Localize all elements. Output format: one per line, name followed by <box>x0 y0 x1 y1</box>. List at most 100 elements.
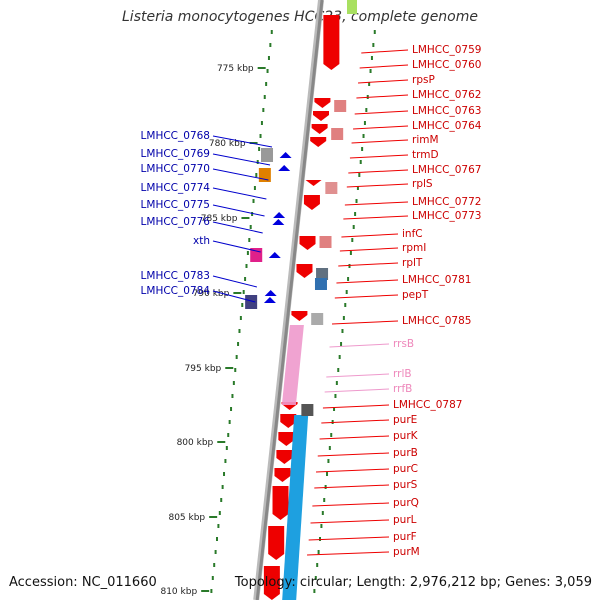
scale-dot <box>253 186 256 190</box>
gene-label-infC: infC <box>402 228 423 240</box>
cds-arrow-forward <box>303 195 320 210</box>
leader-line <box>353 125 409 130</box>
gene-label-rrsB: rrsB <box>393 338 414 350</box>
scale-dot <box>338 355 341 359</box>
scale-dot <box>246 251 249 255</box>
cds-arrow-reverse <box>273 212 286 218</box>
scale-dot <box>362 134 365 138</box>
cds-arrow-forward <box>311 124 328 134</box>
leader-line <box>359 64 409 69</box>
cds-arrow-forward <box>310 137 327 147</box>
gene-label-purB: purB <box>393 447 418 459</box>
feature-block <box>331 128 344 140</box>
scale-dot <box>270 30 273 34</box>
feature-block-reverse <box>258 168 271 182</box>
feature-block <box>334 100 347 112</box>
scale-dot <box>328 446 331 450</box>
cds-arrow-forward <box>305 180 322 186</box>
scale-dot <box>324 485 327 489</box>
scale-dot <box>321 511 324 515</box>
feature-block <box>319 236 332 248</box>
gene-label-LMHCC_0774: LMHCC_0774 <box>141 182 211 194</box>
cds-arrow-reverse <box>264 290 277 296</box>
scale-dot <box>217 524 220 528</box>
leader-line <box>321 419 390 424</box>
leader-line <box>316 468 390 473</box>
leader-line <box>212 290 256 303</box>
feature-block <box>316 268 329 280</box>
leader-line <box>212 221 263 234</box>
leader-line <box>212 187 267 200</box>
scale-dot <box>368 82 371 86</box>
leader-line <box>351 139 409 144</box>
feature-bar <box>347 0 357 14</box>
gene-label-LMHCC_0769: LMHCC_0769 <box>141 148 210 160</box>
leader-line <box>336 279 399 284</box>
scale-dot <box>216 537 219 541</box>
scale-dot <box>237 342 240 346</box>
scale-dot <box>330 433 333 437</box>
cds-arrow-forward <box>276 450 293 464</box>
map-title: Listeria monocytogenes HCC23, complete g… <box>122 9 478 25</box>
scale-dot <box>239 316 242 320</box>
scale-dot <box>345 290 348 294</box>
leader-line <box>324 388 390 393</box>
leader-line <box>212 153 271 166</box>
scale-dot <box>373 30 376 34</box>
leader-line <box>356 94 409 99</box>
feature-block <box>325 182 338 194</box>
cds-arrow-forward <box>323 15 340 70</box>
leader-line <box>331 320 399 325</box>
scale-dot <box>235 355 238 359</box>
scale-dot <box>220 498 223 502</box>
scale-dot <box>359 160 362 164</box>
backbone-line-core <box>255 0 324 600</box>
scale-dot <box>335 381 338 385</box>
scale-dot <box>214 550 217 554</box>
scale-dot <box>369 69 372 73</box>
scale-dot <box>213 563 216 567</box>
scale-dot <box>352 225 355 229</box>
scale-dot <box>221 485 224 489</box>
scale-dot <box>370 56 373 60</box>
feature-block <box>301 404 314 416</box>
scale-dot <box>313 589 316 593</box>
scale-label: 795 kbp <box>185 364 222 374</box>
gene-label-LMHCC_0762: LMHCC_0762 <box>412 89 481 101</box>
gene-label-LMHCC_0784: LMHCC_0784 <box>141 285 211 297</box>
leader-line <box>343 215 409 220</box>
scale-dot <box>342 316 345 320</box>
gene-label-purF: purF <box>393 531 417 543</box>
leader-line <box>329 343 390 348</box>
scale-dot <box>344 303 347 307</box>
leader-line <box>348 169 409 174</box>
gene-label-LMHCC_0776: LMHCC_0776 <box>141 216 211 228</box>
scale-dot <box>244 277 247 281</box>
cds-arrow-forward <box>274 468 291 482</box>
scale-dot <box>334 394 337 398</box>
gene-label-LMHCC_0773: LMHCC_0773 <box>412 210 481 222</box>
leader-line <box>312 502 390 507</box>
scale-dot <box>260 121 263 125</box>
scale-dot <box>248 238 251 242</box>
gene-label-LMHCC_0768: LMHCC_0768 <box>141 130 210 142</box>
scale-dot <box>258 147 261 151</box>
gene-label-LMHCC_0783: LMHCC_0783 <box>141 270 210 282</box>
gene-label-LMHCC_0760: LMHCC_0760 <box>412 59 481 71</box>
scale-dot <box>354 212 357 216</box>
scale-dot <box>228 420 231 424</box>
scale-dot <box>249 225 252 229</box>
gene-label-purL: purL <box>393 514 417 526</box>
leader-line <box>310 519 390 524</box>
scale-dot <box>234 368 237 372</box>
accession-text: Accession: NC_011660 <box>9 575 157 590</box>
scale-dot <box>340 342 343 346</box>
leader-line <box>349 154 409 159</box>
scale-dot <box>267 56 270 60</box>
gene-label-purE: purE <box>393 414 417 426</box>
label-leaders <box>212 49 409 556</box>
leader-line <box>307 551 390 556</box>
scale-dot <box>245 264 248 268</box>
gene-label-rrlB: rrlB <box>393 368 412 380</box>
